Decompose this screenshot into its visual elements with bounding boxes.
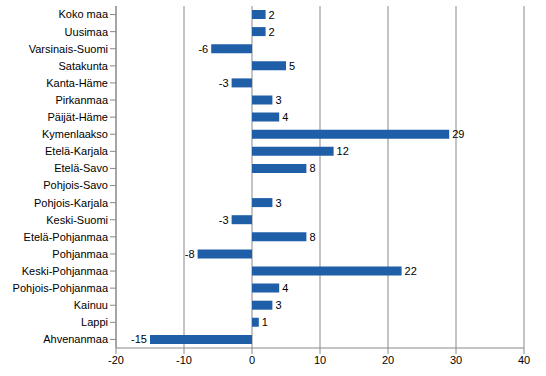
svg-text:Kanta-Häme: Kanta-Häme bbox=[46, 77, 108, 89]
svg-text:Kainuu: Kainuu bbox=[74, 299, 108, 311]
svg-text:2: 2 bbox=[269, 26, 275, 38]
svg-text:Pohjanmaa: Pohjanmaa bbox=[52, 248, 109, 260]
svg-text:1: 1 bbox=[262, 316, 268, 328]
svg-text:-10: -10 bbox=[176, 354, 192, 366]
svg-text:Uusimaa: Uusimaa bbox=[65, 26, 109, 38]
svg-text:Satakunta: Satakunta bbox=[58, 60, 108, 72]
svg-text:Kymenlaakso: Kymenlaakso bbox=[42, 128, 108, 140]
svg-text:12: 12 bbox=[337, 145, 349, 157]
svg-text:-15: -15 bbox=[131, 333, 147, 345]
svg-text:Pohjois-Pohjanmaa: Pohjois-Pohjanmaa bbox=[13, 282, 109, 294]
svg-text:0: 0 bbox=[249, 354, 255, 366]
svg-text:4: 4 bbox=[282, 282, 288, 294]
svg-text:Etelä-Pohjanmaa: Etelä-Pohjanmaa bbox=[24, 231, 109, 243]
svg-text:3: 3 bbox=[275, 299, 281, 311]
svg-text:4: 4 bbox=[282, 111, 288, 123]
svg-text:Pohjois-Savo: Pohjois-Savo bbox=[43, 179, 108, 191]
svg-text:3: 3 bbox=[275, 197, 281, 209]
svg-text:-6: -6 bbox=[198, 43, 208, 55]
svg-text:2: 2 bbox=[269, 9, 275, 21]
svg-text:30: 30 bbox=[450, 354, 462, 366]
svg-text:-8: -8 bbox=[185, 248, 195, 260]
svg-text:Varsinais-Suomi: Varsinais-Suomi bbox=[29, 43, 108, 55]
svg-text:8: 8 bbox=[309, 162, 315, 174]
svg-text:-3: -3 bbox=[219, 214, 229, 226]
svg-text:Ahvenanmaa: Ahvenanmaa bbox=[43, 333, 109, 345]
svg-text:5: 5 bbox=[289, 60, 295, 72]
svg-text:Lappi: Lappi bbox=[81, 316, 108, 328]
svg-text:-20: -20 bbox=[108, 354, 124, 366]
svg-text:Pohjois-Karjala: Pohjois-Karjala bbox=[34, 197, 109, 209]
svg-text:29: 29 bbox=[452, 128, 464, 140]
svg-text:Keski-Suomi: Keski-Suomi bbox=[46, 214, 108, 226]
svg-text:Etelä-Savo: Etelä-Savo bbox=[54, 162, 108, 174]
svg-text:Päijät-Häme: Päijät-Häme bbox=[47, 111, 108, 123]
svg-text:Etelä-Karjala: Etelä-Karjala bbox=[45, 145, 109, 157]
svg-text:3: 3 bbox=[275, 94, 281, 106]
svg-text:8: 8 bbox=[309, 231, 315, 243]
svg-text:Keski-Pohjanmaa: Keski-Pohjanmaa bbox=[22, 265, 109, 277]
svg-text:20: 20 bbox=[382, 354, 394, 366]
svg-text:Koko maa: Koko maa bbox=[58, 8, 108, 20]
svg-text:Pirkanmaa: Pirkanmaa bbox=[55, 94, 108, 106]
svg-text:40: 40 bbox=[518, 354, 530, 366]
svg-text:10: 10 bbox=[314, 354, 326, 366]
svg-text:-3: -3 bbox=[219, 77, 229, 89]
svg-text:22: 22 bbox=[405, 265, 417, 277]
